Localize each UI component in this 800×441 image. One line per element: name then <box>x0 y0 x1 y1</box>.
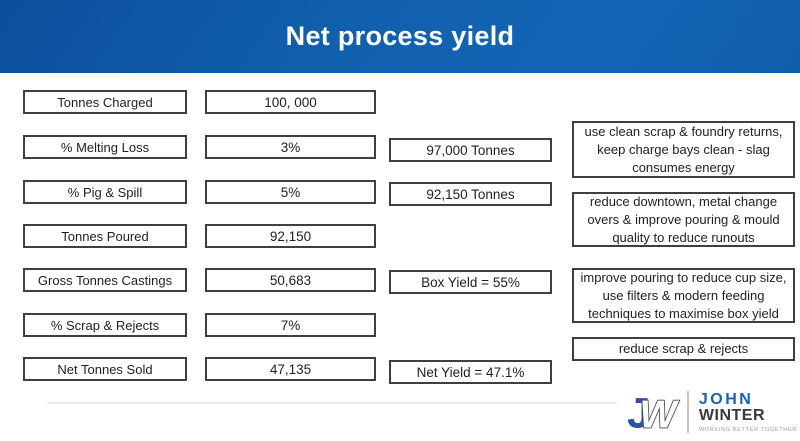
logo-name-john: JOHN <box>698 390 754 408</box>
value-tonnes-poured: 92,150 <box>205 224 376 248</box>
note-reduce-scrap: reduce scrap & rejects <box>572 337 795 361</box>
value-scrap-rejects: 7% <box>205 313 376 337</box>
label-gross-tonnes-castings: Gross Tonnes Castings <box>23 268 187 292</box>
label-melting-loss: % Melting Loss <box>23 135 187 159</box>
note-clean-scrap: use clean scrap & foundry returns, keep … <box>572 121 795 178</box>
value-melting-loss: 3% <box>205 135 376 159</box>
svg-text:W: W <box>640 394 680 437</box>
jw-monogram-icon: J W <box>627 390 680 438</box>
john-winter-logo: J W JOHN WINTER WORKING BETTER TOGETHER <box>627 386 797 438</box>
logo-divider <box>687 391 689 433</box>
value-tonnes-charged: 100, 000 <box>205 90 376 114</box>
result-after-pig-spill: 92,150 Tonnes <box>389 182 552 206</box>
result-net-yield: Net Yield = 47.1% <box>389 360 552 384</box>
label-tonnes-poured: Tonnes Poured <box>23 224 187 248</box>
page-title: Net process yield <box>285 21 515 51</box>
footer-divider-line <box>47 402 617 404</box>
label-tonnes-charged: Tonnes Charged <box>23 90 187 114</box>
result-after-melting-loss: 97,000 Tonnes <box>389 138 552 162</box>
note-reduce-downtime: reduce downtown, metal change overs & im… <box>572 192 795 247</box>
svg-text:J: J <box>627 390 651 437</box>
label-scrap-rejects: % Scrap & Rejects <box>23 313 187 337</box>
logo-wordmark: JOHN WINTER WORKING BETTER TOGETHER <box>698 390 797 433</box>
logo-tagline: WORKING BETTER TOGETHER <box>698 426 797 433</box>
value-net-tonnes-sold: 47,135 <box>205 357 376 381</box>
note-improve-pouring: improve pouring to reduce cup size, use … <box>572 268 795 323</box>
title-bar: Net process yield <box>0 0 800 73</box>
logo-name-winter: WINTER <box>698 406 765 424</box>
label-pig-spill: % Pig & Spill <box>23 180 187 204</box>
result-box-yield: Box Yield = 55% <box>389 270 552 294</box>
value-pig-spill: 5% <box>205 180 376 204</box>
label-net-tonnes-sold: Net Tonnes Sold <box>23 357 187 381</box>
value-gross-tonnes-castings: 50,683 <box>205 268 376 292</box>
